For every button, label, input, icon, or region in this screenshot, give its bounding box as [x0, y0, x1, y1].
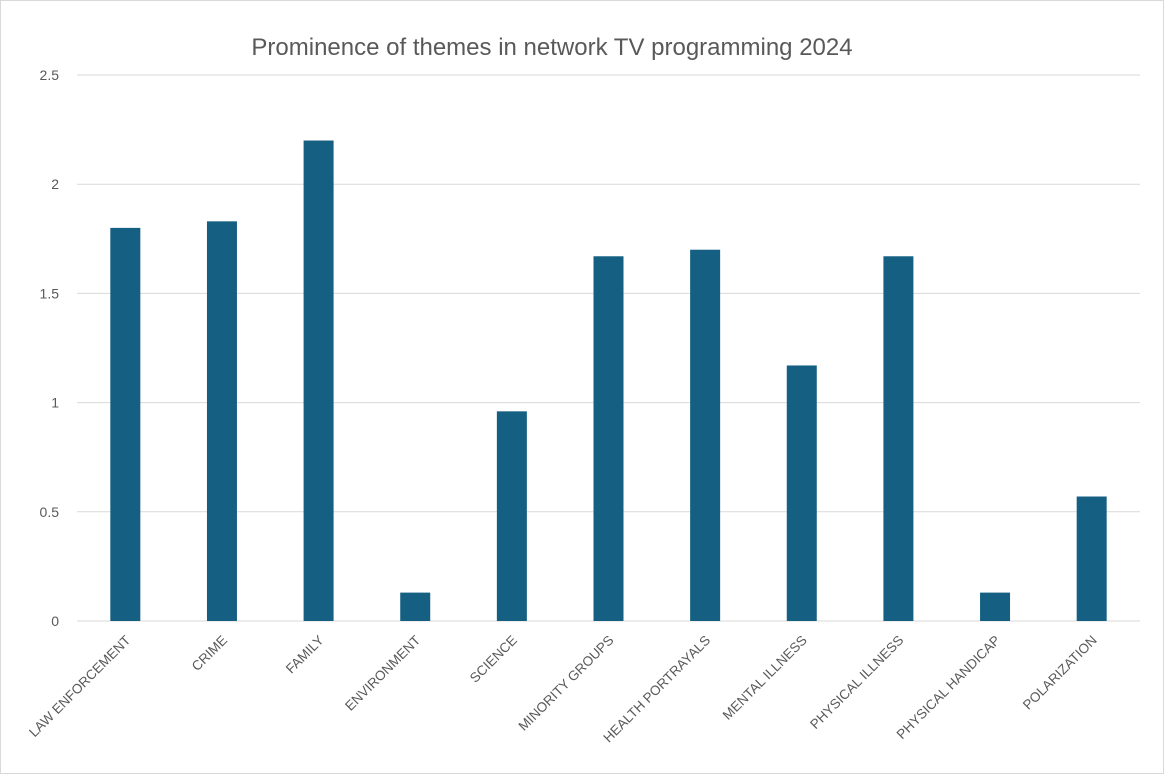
bar	[496, 411, 527, 621]
x-tick-label: PHYSICAL HANDICAP	[894, 633, 1003, 742]
bar	[206, 221, 237, 621]
bar	[690, 249, 721, 621]
x-tick-label: MINORITY GROUPS	[515, 633, 616, 734]
x-tick-label: MENTAL ILLNESS	[720, 633, 810, 723]
x-tick-label: HEALTH PORTRAYALS	[600, 633, 713, 746]
bar	[593, 256, 624, 621]
y-tick-label: 2.5	[40, 67, 60, 83]
x-tick-label: POLARIZATION	[1020, 633, 1100, 713]
x-tick-label: FAMILY	[283, 633, 327, 677]
x-tick-label: LAW ENFORCEMENT	[26, 633, 133, 740]
y-tick-label: 1.5	[40, 285, 60, 301]
bar	[110, 227, 141, 621]
bar	[883, 256, 914, 621]
x-tick-label: SCIENCE	[467, 633, 520, 686]
y-tick-label: 2	[51, 176, 59, 192]
bar	[786, 365, 817, 621]
y-tick-label: 0	[51, 613, 59, 629]
x-tick-label: ENVIRONMENT	[342, 633, 423, 714]
x-tick-label: CRIME	[189, 633, 230, 674]
bar	[1076, 496, 1107, 621]
x-tick-label: PHYSICAL ILLNESS	[807, 633, 906, 732]
bar	[303, 140, 334, 621]
y-tick-label: 1	[51, 395, 59, 411]
chart-title: Prominence of themes in network TV progr…	[251, 34, 853, 61]
bar	[400, 592, 431, 621]
y-tick-label: 0.5	[40, 504, 60, 520]
bar	[980, 592, 1011, 621]
